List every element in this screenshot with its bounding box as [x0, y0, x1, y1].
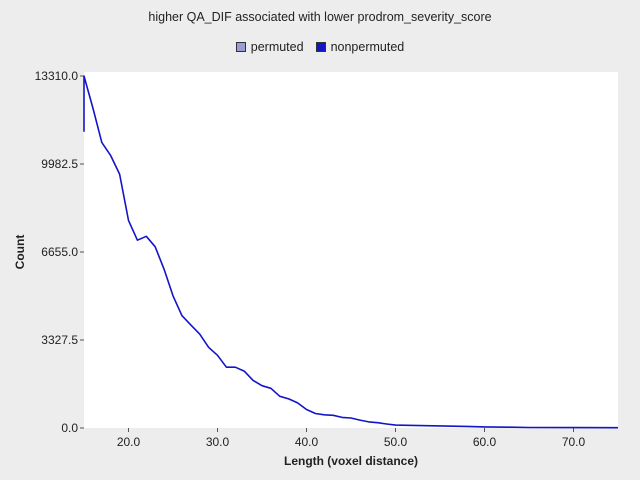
legend-swatch-nonpermuted: [315, 42, 326, 52]
y-tick-label: 6655.0: [41, 245, 78, 259]
x-tick-label: 30.0: [206, 435, 230, 449]
legend-label-nonpermuted: nonpermuted: [330, 40, 405, 54]
chart-title: higher QA_DIF associated with lower prod…: [148, 10, 492, 24]
plot-background: [84, 72, 618, 428]
legend-item-permuted: permuted: [235, 40, 304, 54]
legend: permuted nonpermuted: [0, 40, 640, 54]
x-tick-label: 60.0: [473, 435, 497, 449]
legend-swatch-permuted: [235, 42, 246, 52]
series-line-nonpermuted: [83, 75, 619, 429]
x-tick-label: 70.0: [562, 435, 586, 449]
x-tick-label: 50.0: [384, 435, 408, 449]
x-axis-title: Length (voxel distance): [284, 454, 418, 468]
y-axis-title: Count: [13, 235, 27, 270]
y-axis: 0.0 3327.5 6655.0 9982.5 13310.0: [35, 69, 84, 435]
y-tick-label: 13310.0: [35, 69, 79, 83]
y-tick-label: 9982.5: [41, 157, 78, 171]
x-tick-label: 40.0: [295, 435, 319, 449]
x-tick-label: 20.0: [117, 435, 141, 449]
x-axis: 20.0 30.0 40.0 50.0 60.0 70.0: [117, 428, 586, 449]
y-tick-label: 3327.5: [41, 333, 78, 347]
legend-item-nonpermuted: nonpermuted: [315, 40, 405, 54]
series-layer: [83, 75, 619, 429]
y-tick-label: 0.0: [61, 421, 78, 435]
legend-label-permuted: permuted: [250, 40, 304, 54]
